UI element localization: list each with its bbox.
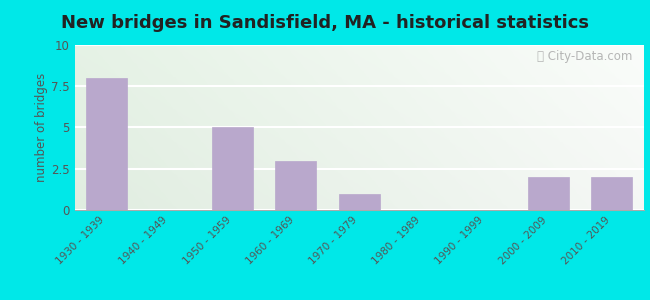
Bar (86, 78, 127, 210)
Text: New bridges in Sandisfield, MA - historical statistics: New bridges in Sandisfield, MA - histori… (61, 14, 589, 32)
Bar (592, 177, 632, 210)
Bar (339, 194, 380, 210)
Bar (212, 128, 254, 210)
Y-axis label: number of bridges: number of bridges (36, 73, 49, 182)
Text: ⓘ City-Data.com: ⓘ City-Data.com (537, 50, 632, 63)
Bar (528, 177, 569, 210)
Bar (276, 160, 317, 210)
